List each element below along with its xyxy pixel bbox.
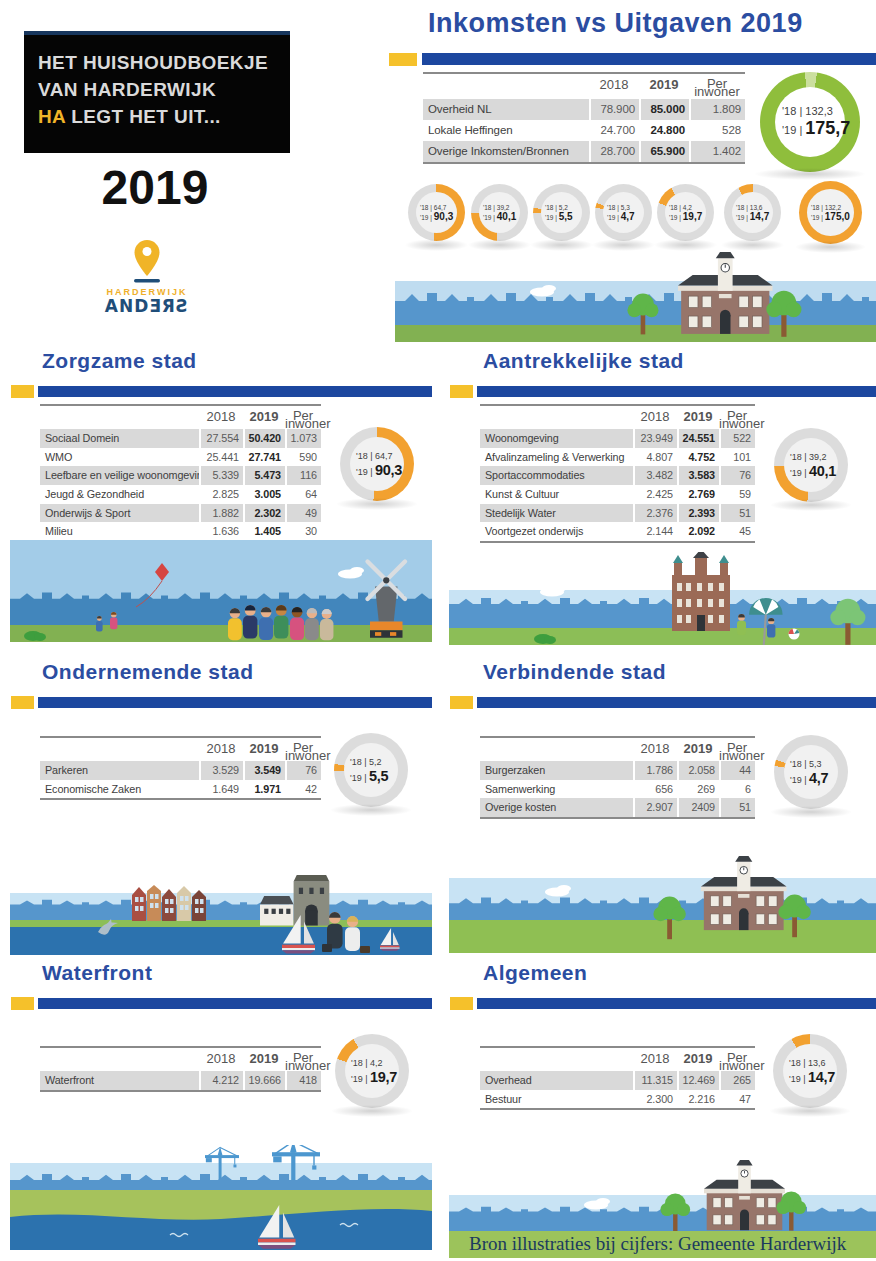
section-title-aantrekkelijke: Aantrekkelijke stad [483,349,684,373]
harderwijk-anders-logo: HARDERWIJK ANDƎЯƧ [67,238,227,316]
table-row: Burgerzaken1.7862.05844 [480,761,755,780]
section-title-ondernemende: Ondernemende stad [42,660,254,684]
table-row: Jeugd & Gezondheid2.8253.00564 [40,485,321,504]
table-row: Sportaccommodaties3.4823.58376 [480,466,755,485]
ondernemende-table: 20182019Per inwoner Parkeren3.5293.54976… [40,736,321,800]
title-banner: HET HUISHOUDBOEKJE VAN HARDERWIJK HA LEG… [24,31,290,153]
algemeen-donut: '18 | 13,6 '19 | 14,7 [773,1034,847,1108]
town-hall [701,856,787,930]
banner-line3: HA LEGT HET UIT... [38,103,290,130]
table-row: WMO25.44127.741590 [40,448,321,467]
table-row: Voortgezet onderwijs2.1442.09245 [480,522,755,541]
table-row: Woonomgeving23.94924.551522 [480,429,755,448]
table-row: Sociaal Domein27.55450.4201.073 [40,429,321,448]
canal-houses [132,885,206,921]
col-per-inwoner: Per inwoner [689,77,745,96]
expense-mini-donut: '18 | 5,2 '19 | 5,5 [533,184,590,241]
waterfront-donut: '18 | 4,2 '19 | 19,7 [335,1034,409,1108]
aantrekkelijke-donut: '18 | 39,2 '19 | 40,1 [774,428,848,502]
table-row: Stedelijk Water2.3762.39351 [480,504,755,523]
town-hall [678,252,773,334]
ondernemende-donut: '18 | 5,2 '19 | 5,5 [334,733,408,807]
income-donut-chart: '18 | 132,3 '19 | 175,7 [760,72,860,172]
table-row: Overige kosten2.907240951 [480,798,755,817]
table-row: Overige Inkomsten/Bronnen 28.700 65.900 … [423,141,745,162]
table-row: Bestuur2.3002.21647 [480,1090,755,1109]
logo-text-anders: ANDƎЯƧ [67,296,227,316]
section-title-verbindende: Verbindende stad [483,660,666,684]
waterfront-illustration [10,1145,432,1250]
expense-mini-donut: '18 | 39,2 '19 | 40,1 [471,184,528,241]
divider-bar [422,53,876,65]
expense-mini-donut: '18 | 13,6 '19 | 14,7 [724,184,781,241]
banner-line1: HET HUISHOUDBOEKJE [38,49,290,76]
algemeen-table: 20182019Per inwoner Overhead11.31512.469… [480,1046,755,1110]
table-row: Parkeren3.5293.54976 [40,761,321,780]
table-row: Overhead11.31512.469265 [480,1071,755,1090]
expense-mini-donut: '18 | 64,7 '19 | 90,3 [408,184,465,241]
table-row: Afvalinzameling & Verwerking4.8074.75210… [480,448,755,467]
aantrekkelijke-illustration [449,552,876,645]
section-title-zorgzame: Zorgzame stad [42,349,197,373]
algemeen-illustration [449,1157,876,1233]
ondernemende-illustration [10,870,432,955]
palace-building [672,552,730,631]
expense-mini-donut: '18 | 4,2 '19 | 19,7 [657,184,714,241]
col-2018: 2018 [589,77,639,92]
table-row: Waterfront4.21219.666418 [40,1071,321,1090]
table-row: Leefbare en veilige woonomgeving5.3395.4… [40,466,321,485]
verbindende-table: 20182019Per inwoner Burgerzaken1.7862.05… [480,736,755,819]
table-row: Onderwijs & Sport1.8822.30249 [40,504,321,523]
city-gate [260,875,329,925]
banner-line2: VAN HARDERWIJK [38,76,290,103]
infographic-page: HET HUISHOUDBOEKJE VAN HARDERWIJK HA LEG… [0,0,876,1261]
year-heading: 2019 [80,160,230,215]
source-caption: Bron illustraties bij cijfers: Gemeente … [449,1231,876,1258]
table-header: 2018 2019 Per inwoner [423,72,745,99]
waterfront-table: 20182019Per inwoner Waterfront4.21219.66… [40,1046,321,1092]
town-hall [704,1160,785,1230]
table-row: Economische Zaken1.6491.97142 [40,780,321,799]
zorgzame-illustration [10,538,432,642]
table-row: Kunst & Cultuur2.4252.76959 [480,485,755,504]
location-pin-icon [130,238,164,284]
accent-square [389,53,417,66]
zorgzame-table: 20182019Per inwoner Sociaal Domein27.554… [40,404,321,543]
mini-donuts-row: '18 | 64,7 '19 | 90,3 '18 | 39,2 '19 | 4… [395,178,876,253]
expense-mini-donut: '18 | 5,3 '19 | 4,7 [595,184,652,241]
section-title-algemeen: Algemeen [483,961,587,985]
verbindende-donut: '18 | 5,3 '19 | 4,7 [774,735,848,809]
cityscape-illustration [395,246,876,342]
beach-ball [789,629,800,640]
expense-mini-donut: '18 | 132,2 '19 | 175,0 [799,181,862,244]
table-row: Lokale Heffingen 24.700 24.800 528 [423,120,745,141]
income-table: 2018 2019 Per inwoner Overheid NL 78.900… [423,72,745,164]
col-2019: 2019 [639,77,689,92]
section-title-waterfront: Waterfront [42,961,152,985]
aantrekkelijke-table: 20182019Per inwoner Woonomgeving23.94924… [480,404,755,543]
page-title: Inkomsten vs Uitgaven 2019 [428,8,803,39]
table-row: Samenwerking6562696 [480,780,755,799]
table-row: Overheid NL 78.900 85.000 1.809 [423,99,745,120]
verbindende-illustration [449,852,876,953]
zorgzame-donut: '18 | 64,7 '19 | 90,3 [340,427,414,501]
